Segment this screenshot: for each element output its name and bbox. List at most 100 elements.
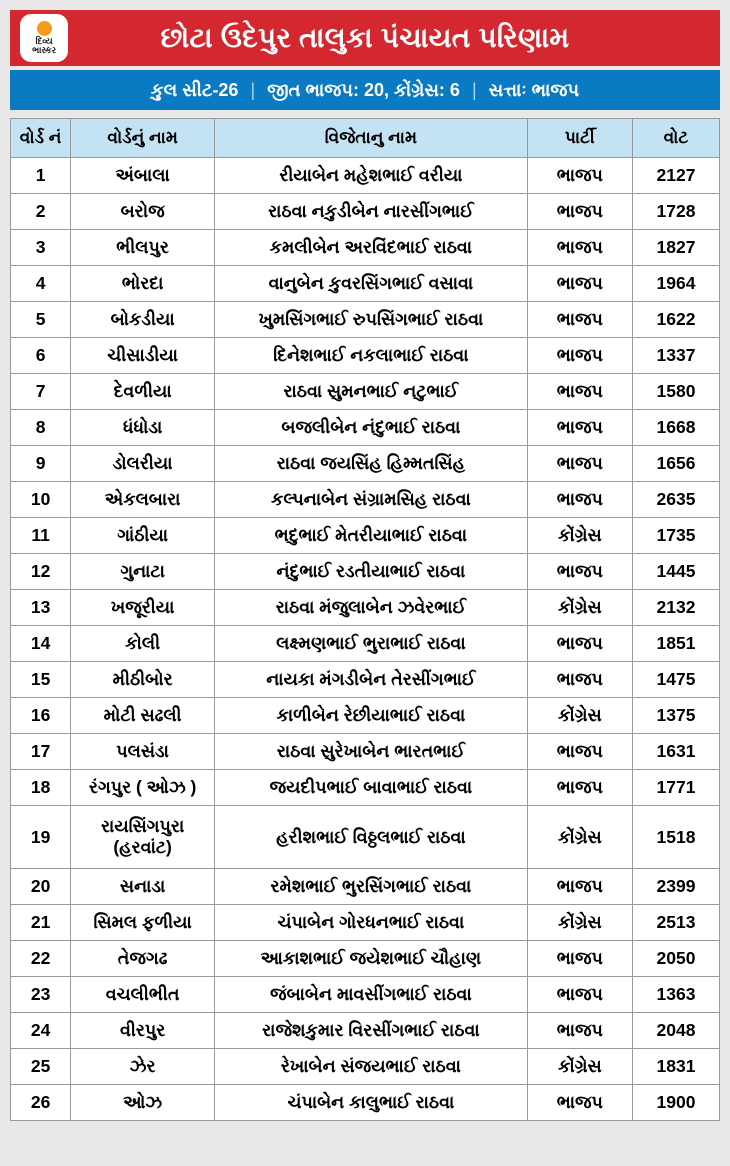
cell-votes: 2048 bbox=[631, 1012, 721, 1049]
column-header-votes: વોટ bbox=[631, 118, 721, 158]
cell-ward-name: પલસંડા bbox=[70, 733, 216, 770]
cell-ward-no: 10 bbox=[9, 481, 72, 518]
cell-ward-no: 2 bbox=[9, 193, 72, 230]
cell-party: ભાજપ bbox=[526, 1012, 633, 1049]
cell-ward-no: 14 bbox=[9, 625, 72, 662]
cell-winner: દિનેશભાઈ નકલાભાઈ રાઠવા bbox=[214, 337, 528, 374]
cell-party: કોંગ્રેસ bbox=[526, 1048, 633, 1085]
table-row: 15 મીઠીબોર નાયકા મંગડીબેન તેરસીંગભાઈ ભાજપ 14… bbox=[9, 661, 721, 698]
table-row: 1 અંબાલા રીયાબેન મહેશભાઈ વરીયા ભાજપ 2127 bbox=[9, 157, 721, 194]
cell-votes: 1668 bbox=[631, 409, 721, 446]
title-bar: દિવ્ય ભાસ્કર છોટા ઉદેપુર તાલુકા પંચાયત પ… bbox=[10, 10, 720, 66]
cell-votes: 1851 bbox=[631, 625, 721, 662]
cell-ward-no: 23 bbox=[9, 976, 72, 1013]
cell-party: ભાજપ bbox=[526, 940, 633, 977]
cell-winner: વાનુબેન કુવરસિંગભાઈ વસાવા bbox=[214, 265, 528, 302]
cell-party: કોંગ્રેસ bbox=[526, 589, 633, 626]
table-row: 16 મોટી સઢલી કાળીબેન રેછીયાભાઈ રાઠવા કોંગ્ર… bbox=[9, 697, 721, 734]
results-table-wrap: વોર્ડ નં વોર્ડનું નામ વિજેતાનુ નામ પાર્ટ… bbox=[9, 118, 721, 1121]
wins-label: જીત ભાજપ: 20, કોંગ્રેસ: 6 bbox=[267, 79, 460, 100]
cell-votes: 1375 bbox=[631, 697, 721, 734]
table-row: 12 ગુનાટા નંદુભાઈ રડતીયાભાઈ રાઠવા ભાજપ 1445 bbox=[9, 553, 721, 590]
table-row: 23 વચલીભીત જંબાબેન માવસીંગભાઈ રાઠવા ભાજપ 136… bbox=[9, 976, 721, 1013]
cell-party: કોંગ્રેસ bbox=[526, 805, 633, 869]
cell-votes: 2132 bbox=[631, 589, 721, 626]
cell-votes: 1580 bbox=[631, 373, 721, 410]
table-row: 22 તેજગઢ આકાશભાઈ જયેશભાઈ ચૌહાણ ભાજપ 2050 bbox=[9, 940, 721, 977]
cell-party: ભાજપ bbox=[526, 1084, 633, 1121]
cell-ward-name: ખજૂરીયા bbox=[70, 589, 216, 626]
cell-ward-no: 24 bbox=[9, 1012, 72, 1049]
cell-ward-name: ડોલરીયા bbox=[70, 445, 216, 482]
cell-ward-no: 4 bbox=[9, 265, 72, 302]
cell-votes: 1622 bbox=[631, 301, 721, 338]
cell-winner: રેખાબેન સંજયભાઈ રાઠવા bbox=[214, 1048, 528, 1085]
logo-line1: દિવ્ય bbox=[35, 36, 53, 46]
cell-party: ભાજપ bbox=[526, 265, 633, 302]
table-row: 24 વીરપુર રાજેશકુમાર વિરસીંગભાઈ રાઠવા ભાજપ 2… bbox=[9, 1012, 721, 1049]
cell-ward-name: રાયસિંગપુરા (હરવાંટ) bbox=[70, 805, 216, 869]
column-header-ward-no: વોર્ડ નં bbox=[9, 118, 72, 158]
cell-ward-no: 9 bbox=[9, 445, 72, 482]
cell-winner: કમલીબેન અરવિંદભાઈ રાઠવા bbox=[214, 229, 528, 266]
cell-party: ભાજપ bbox=[526, 409, 633, 446]
cell-winner: કલ્પનાબેન સંગ્રામસિહ રાઠવા bbox=[214, 481, 528, 518]
cell-ward-name: ભીલપુર bbox=[70, 229, 216, 266]
cell-party: ભાજપ bbox=[526, 157, 633, 194]
cell-ward-no: 15 bbox=[9, 661, 72, 698]
cell-party: ભાજપ bbox=[526, 193, 633, 230]
cell-party: ભાજપ bbox=[526, 373, 633, 410]
cell-winner: જંબાબેન માવસીંગભાઈ રાઠવા bbox=[214, 976, 528, 1013]
cell-winner: રીયાબેન મહેશભાઈ વરીયા bbox=[214, 157, 528, 194]
cell-ward-name: મોટી સઢલી bbox=[70, 697, 216, 734]
cell-ward-no: 21 bbox=[9, 904, 72, 941]
cell-winner: રાઠવા સુમનભાઈ નટુભાઈ bbox=[214, 373, 528, 410]
table-row: 26 ઓઝ ચંપાબેન કાલુભાઈ રાઠવા ભાજપ 1900 bbox=[9, 1084, 721, 1121]
cell-votes: 1827 bbox=[631, 229, 721, 266]
cell-votes: 2127 bbox=[631, 157, 721, 194]
cell-winner: રમેશભાઈ ભુરસિંગભાઈ રાઠવા bbox=[214, 868, 528, 905]
summary-bar: કુલ સીટ-26 | જીત ભાજપ: 20, કોંગ્રેસ: 6 |… bbox=[10, 70, 720, 110]
cell-votes: 1445 bbox=[631, 553, 721, 590]
cell-party: કોંગ્રેસ bbox=[526, 697, 633, 734]
cell-winner: કાળીબેન રેછીયાભાઈ રાઠવા bbox=[214, 697, 528, 734]
cell-party: ભાજપ bbox=[526, 976, 633, 1013]
cell-votes: 1771 bbox=[631, 769, 721, 806]
cell-ward-no: 18 bbox=[9, 769, 72, 806]
cell-ward-no: 13 bbox=[9, 589, 72, 626]
separator-2: | bbox=[471, 79, 477, 100]
cell-ward-name: સનાડા bbox=[70, 868, 216, 905]
table-row: 6 ચીસાડીયા દિનેશભાઈ નકલાભાઈ રાઠવા ભાજપ 1337 bbox=[9, 337, 721, 374]
cell-ward-no: 7 bbox=[9, 373, 72, 410]
table-row: 20 સનાડા રમેશભાઈ ભુરસિંગભાઈ રાઠવા ભાજપ 2399 bbox=[9, 868, 721, 905]
table-row: 19 રાયસિંગપુરા (હરવાંટ) હરીશભાઈ વિઠ્ઠલભાઈ ર… bbox=[9, 805, 721, 869]
cell-ward-name: ઓઝ bbox=[70, 1084, 216, 1121]
cell-votes: 2399 bbox=[631, 868, 721, 905]
cell-ward-name: તેજગઢ bbox=[70, 940, 216, 977]
cell-winner: જયદીપભાઈ બાવાભાઈ રાઠવા bbox=[214, 769, 528, 806]
cell-votes: 1656 bbox=[631, 445, 721, 482]
table-row: 18 રંગપુર ( ઓઝ ) જયદીપભાઈ બાવાભાઈ રાઠવા ભાજ… bbox=[9, 769, 721, 806]
cell-winner: ચંપાબેન ગોરધનભાઈ રાઠવા bbox=[214, 904, 528, 941]
cell-ward-name: વચલીભીત bbox=[70, 976, 216, 1013]
table-row: 2 બરોજ રાઠવા નકુડીબેન નારસીંગભાઈ ભાજપ 1728 bbox=[9, 193, 721, 230]
total-seats-label: કુલ સીટ-26 bbox=[150, 79, 239, 100]
cell-party: ભાજપ bbox=[526, 445, 633, 482]
cell-party: ભાજપ bbox=[526, 769, 633, 806]
cell-winner: નંદુભાઈ રડતીયાભાઈ રાઠવા bbox=[214, 553, 528, 590]
cell-winner: ચંપાબેન કાલુભાઈ રાઠવા bbox=[214, 1084, 528, 1121]
cell-winner: હરીશભાઈ વિઠ્ઠલભાઈ રાઠવા bbox=[214, 805, 528, 869]
cell-votes: 1900 bbox=[631, 1084, 721, 1121]
cell-ward-no: 11 bbox=[9, 517, 72, 554]
cell-winner: રાઠવા સુરેખાબેન ભારતભાઈ bbox=[214, 733, 528, 770]
cell-winner: રાઠવા જયસિંહ હિમ્મતસિંહ bbox=[214, 445, 528, 482]
logo-line2: ભાસ્કર bbox=[32, 45, 56, 55]
table-body: 1 અંબાલા રીયાબેન મહેશભાઈ વરીયા ભાજપ 2127 2 બરો… bbox=[9, 157, 721, 1121]
cell-ward-name: વીરપુર bbox=[70, 1012, 216, 1049]
cell-ward-name: ધંધોડા bbox=[70, 409, 216, 446]
cell-ward-name: ગાંઠીયા bbox=[70, 517, 216, 554]
table-row: 17 પલસંડા રાઠવા સુરેખાબેન ભારતભાઈ ભાજપ 1631 bbox=[9, 733, 721, 770]
cell-ward-no: 3 bbox=[9, 229, 72, 266]
separator-1: | bbox=[250, 79, 256, 100]
cell-ward-name: ભોરદા bbox=[70, 265, 216, 302]
